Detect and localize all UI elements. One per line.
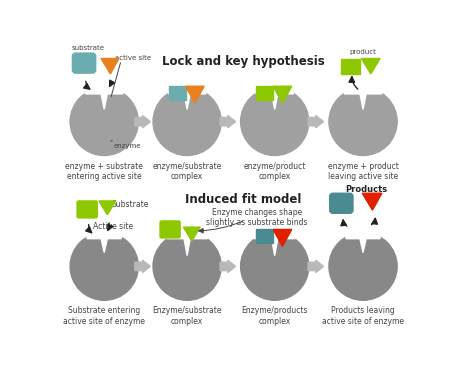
FancyArrow shape xyxy=(135,115,150,128)
FancyArrow shape xyxy=(308,260,324,273)
FancyArrow shape xyxy=(220,115,236,128)
Circle shape xyxy=(153,88,221,155)
Bar xyxy=(341,58,360,74)
Bar xyxy=(256,86,273,100)
Text: enzyme: enzyme xyxy=(113,143,141,149)
Text: substrate: substrate xyxy=(72,45,105,51)
Circle shape xyxy=(329,88,397,155)
Text: enzyme/product
complex: enzyme/product complex xyxy=(244,162,306,181)
Polygon shape xyxy=(186,86,204,103)
Polygon shape xyxy=(167,231,207,256)
Circle shape xyxy=(70,232,138,300)
Polygon shape xyxy=(255,231,295,256)
Polygon shape xyxy=(346,231,380,253)
FancyArrow shape xyxy=(135,260,150,273)
Text: Enzyme/substrate
complex: Enzyme/substrate complex xyxy=(152,307,222,326)
Text: Active site: Active site xyxy=(93,222,134,231)
Circle shape xyxy=(241,88,309,155)
Text: Substrate entering
active site of enzyme: Substrate entering active site of enzyme xyxy=(63,307,145,326)
Polygon shape xyxy=(256,86,293,109)
Text: Products leaving
active site of enzyme: Products leaving active site of enzyme xyxy=(322,307,404,326)
Text: Substrate: Substrate xyxy=(112,200,149,209)
Bar xyxy=(256,230,273,243)
Text: Products: Products xyxy=(345,185,387,194)
Polygon shape xyxy=(87,231,121,253)
Polygon shape xyxy=(362,193,382,210)
Text: product: product xyxy=(350,49,376,55)
Text: Lock and key hypothesis: Lock and key hypothesis xyxy=(162,55,324,68)
Text: enzyme + product
leaving active site: enzyme + product leaving active site xyxy=(328,162,399,181)
Text: enzyme/substrate
complex: enzyme/substrate complex xyxy=(153,162,222,181)
Polygon shape xyxy=(345,86,382,109)
Circle shape xyxy=(329,232,397,300)
Text: Induced fit model: Induced fit model xyxy=(185,193,301,206)
FancyArrow shape xyxy=(220,260,236,273)
FancyBboxPatch shape xyxy=(77,201,97,218)
Polygon shape xyxy=(183,227,200,241)
Polygon shape xyxy=(99,201,116,215)
Polygon shape xyxy=(86,86,123,109)
Circle shape xyxy=(70,88,138,155)
Polygon shape xyxy=(169,86,206,109)
Text: active site: active site xyxy=(115,55,151,61)
Circle shape xyxy=(153,232,221,300)
FancyBboxPatch shape xyxy=(160,221,180,238)
Polygon shape xyxy=(273,86,292,103)
Bar xyxy=(169,86,186,100)
Text: enzyme + substrate
entering active site: enzyme + substrate entering active site xyxy=(65,162,143,181)
Circle shape xyxy=(241,232,309,300)
Polygon shape xyxy=(101,58,119,74)
FancyArrow shape xyxy=(308,115,324,128)
FancyBboxPatch shape xyxy=(330,193,353,213)
Polygon shape xyxy=(273,230,292,246)
Polygon shape xyxy=(362,58,380,74)
FancyBboxPatch shape xyxy=(73,53,96,73)
Text: Enzyme/products
complex: Enzyme/products complex xyxy=(241,307,308,326)
Text: Enzyme changes shape
slightly as substrate binds: Enzyme changes shape slightly as substra… xyxy=(206,208,308,227)
